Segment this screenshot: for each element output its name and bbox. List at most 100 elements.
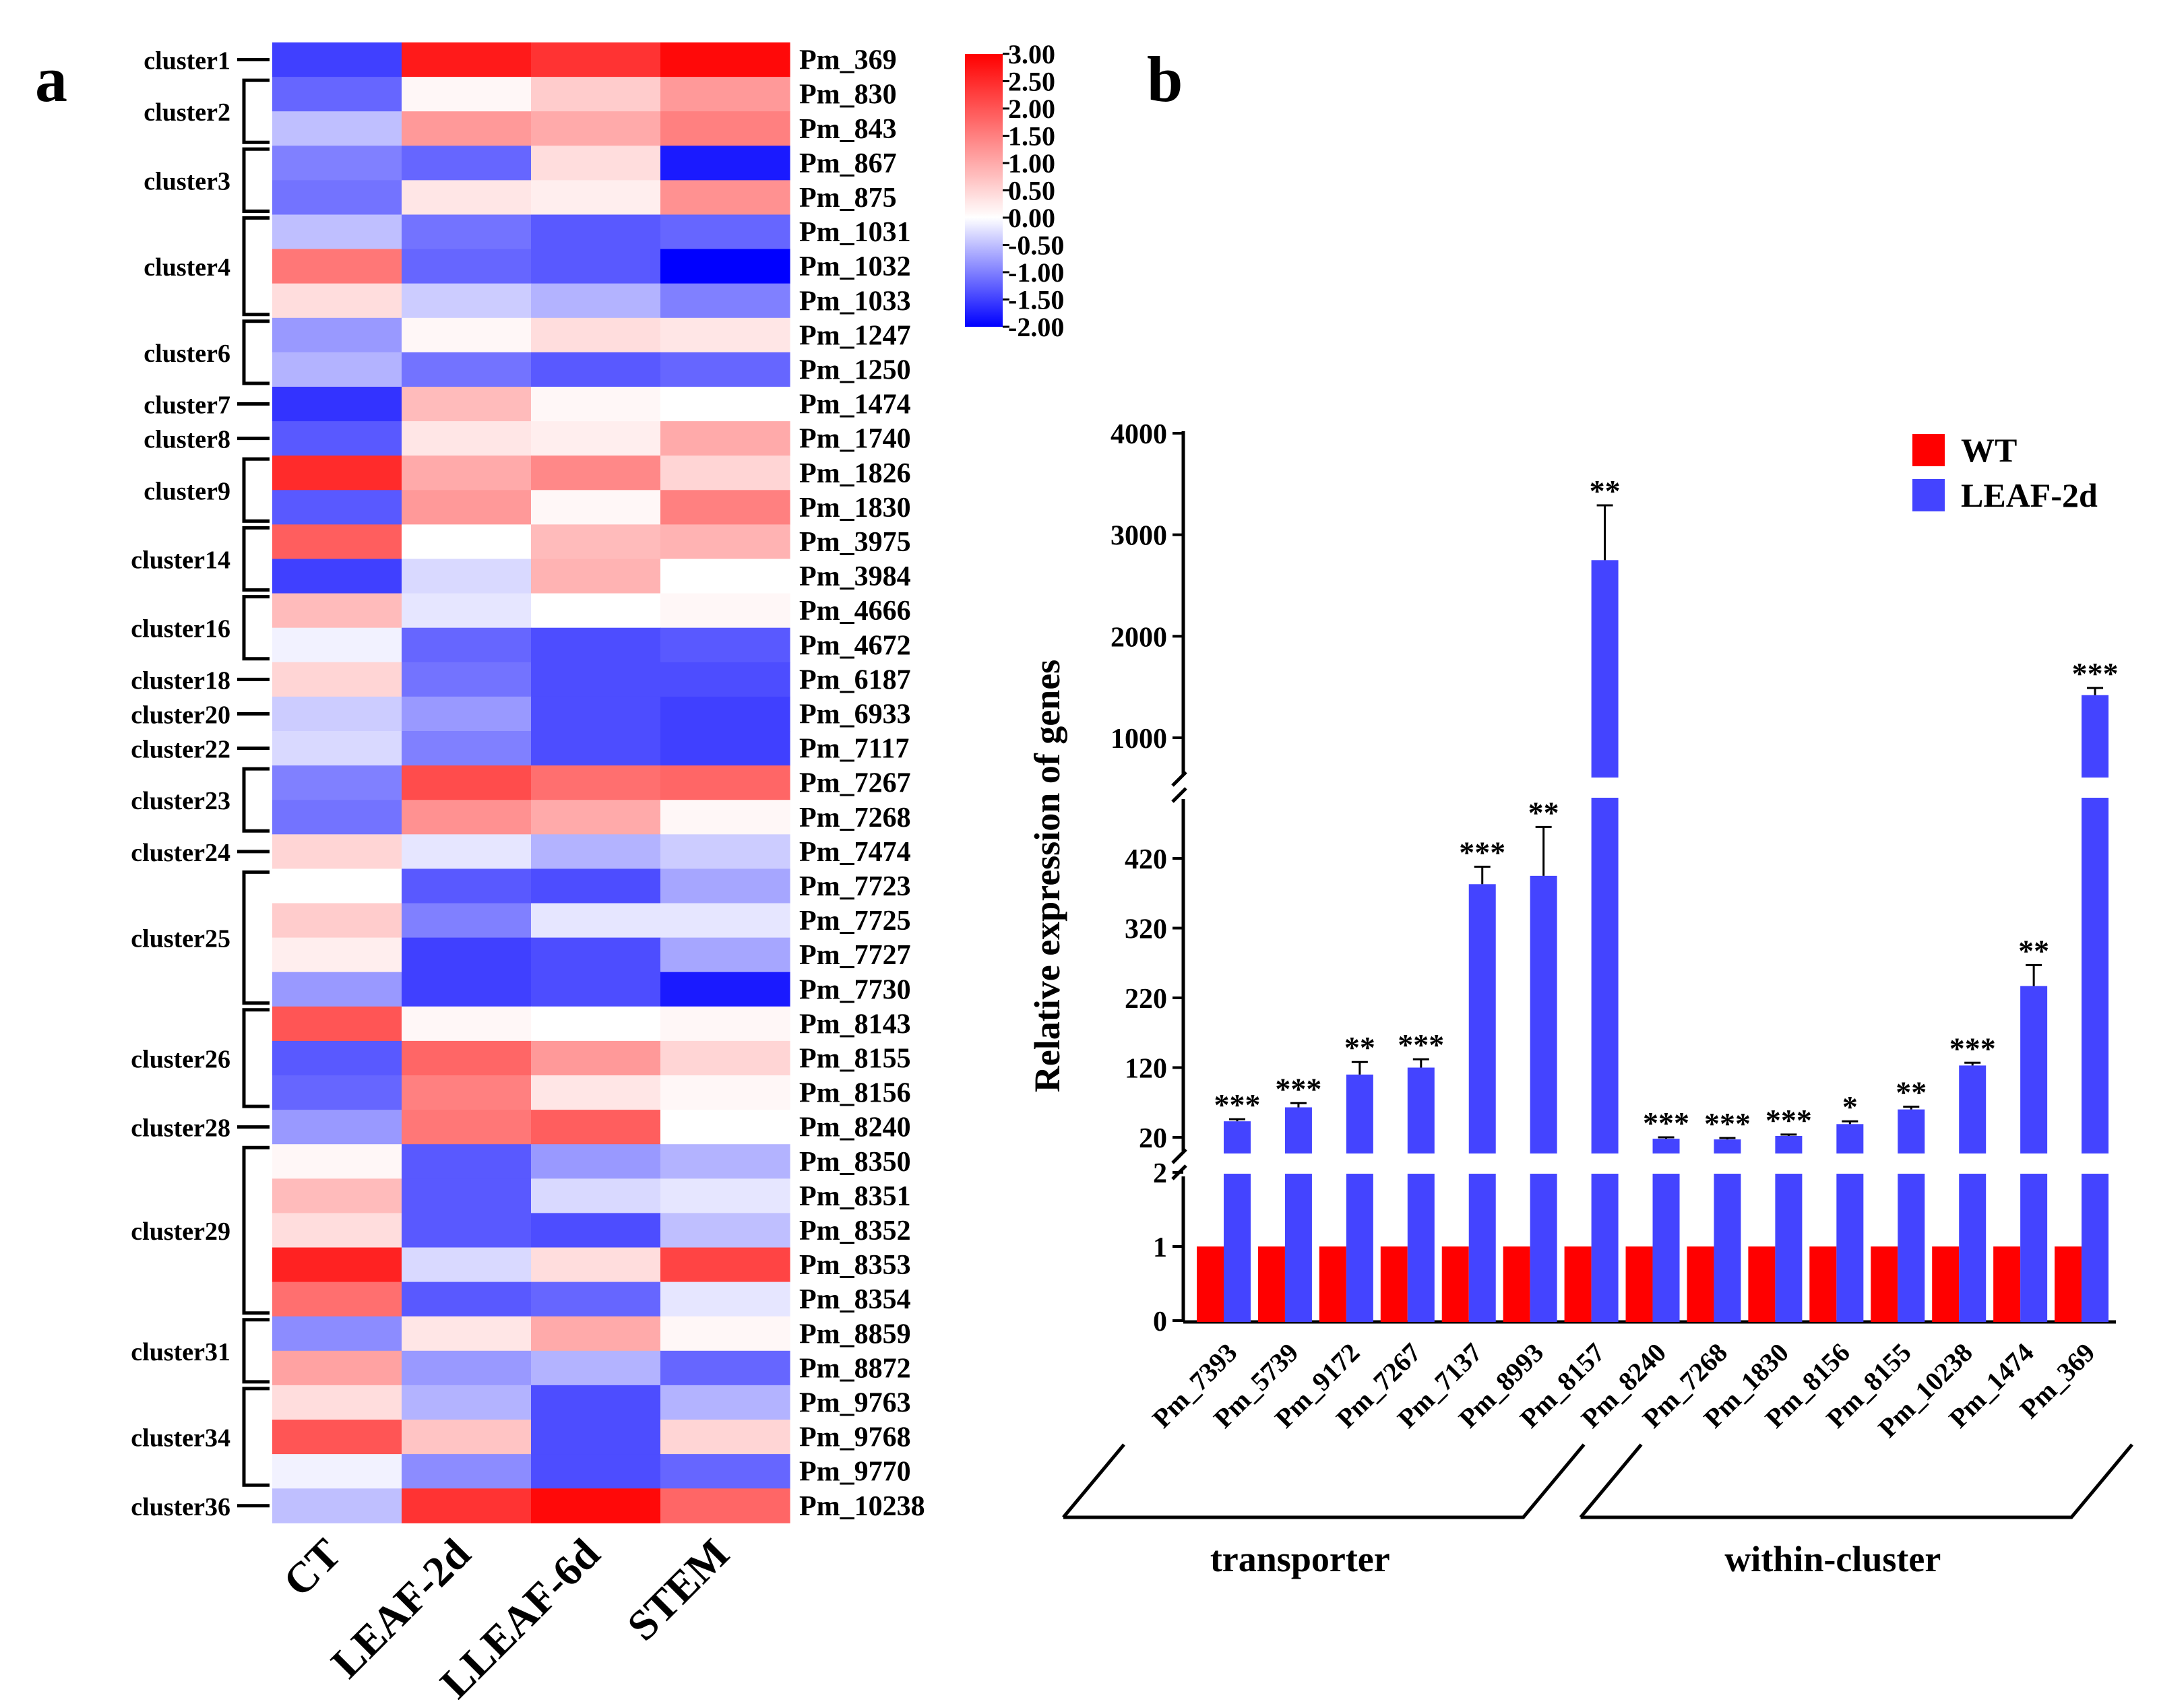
- heatmap-cell: [531, 249, 661, 284]
- heatmap-cell: [660, 524, 790, 560]
- significance-label: **: [1590, 474, 1621, 508]
- heatmap-row-label: Pm_7267: [799, 768, 911, 799]
- heatmap-cell: [272, 180, 402, 216]
- heatmap-colorbar: 3.002.502.001.501.000.500.00-0.50-1.00-1…: [965, 39, 1064, 342]
- bar-wt: [1809, 1246, 1837, 1322]
- heatmap-cell: [402, 524, 532, 560]
- cluster-bracket: [242, 319, 270, 385]
- bar-wt: [1871, 1246, 1898, 1322]
- heatmap-cell: [660, 1075, 790, 1110]
- heatmap-cell: [272, 1110, 402, 1145]
- heatmap-cell: [402, 1488, 532, 1523]
- cluster-label: cluster20: [131, 701, 230, 729]
- heatmap-cell: [272, 1006, 402, 1042]
- heatmap-cell: [402, 387, 532, 422]
- heatmap-cell: [402, 662, 532, 697]
- group-bracket: [1579, 1443, 2133, 1519]
- colorbar-tick-label: -1.50: [1008, 285, 1064, 315]
- heatmap-cell: [272, 214, 402, 250]
- heatmap-panel: Pm_369Pm_830Pm_843Pm_867Pm_875Pm_1031Pm_…: [131, 42, 925, 1707]
- y-tick-label: 3000: [1111, 521, 1167, 552]
- heatmap-cell: [660, 490, 790, 525]
- significance-label: *: [1842, 1089, 1858, 1124]
- heatmap-cell: [402, 696, 532, 732]
- heatmap-cell: [272, 1213, 402, 1248]
- heatmap-cell: [660, 593, 790, 629]
- heatmap-row-label: Pm_830: [799, 80, 897, 110]
- bar-leaf-2d: [1284, 1107, 1312, 1322]
- heatmap-row-label: Pm_8155: [799, 1043, 911, 1074]
- colorbar-tick-label: -1.00: [1008, 257, 1064, 288]
- bar-wt: [1993, 1246, 2021, 1322]
- heatmap-cell: [660, 1213, 790, 1248]
- heatmap-cell: [272, 627, 402, 663]
- heatmap-cell: [402, 903, 532, 939]
- significance-label: ***: [1398, 1027, 1444, 1062]
- heatmap-cell: [660, 1488, 790, 1523]
- heatmap-row-label: Pm_6187: [799, 664, 911, 695]
- bar-leaf-2d: [1591, 560, 1619, 1323]
- heatmap-cell: [272, 1454, 402, 1489]
- heatmap-cell: [402, 1247, 532, 1283]
- heatmap-cell: [531, 662, 661, 697]
- heatmap-cell: [531, 1213, 661, 1248]
- bar-leaf-2d: [2082, 695, 2109, 1322]
- heatmap-cell: [660, 731, 790, 766]
- heatmap-cell: [531, 731, 661, 766]
- significance-label: ***: [1949, 1031, 1996, 1065]
- heatmap-cell: [660, 387, 790, 422]
- heatmap-row-label: Pm_9763: [799, 1387, 911, 1418]
- heatmap-cell: [660, 834, 790, 869]
- heatmap-cell: [531, 387, 661, 422]
- heatmap-cell: [402, 421, 532, 456]
- heatmap-row-label: Pm_875: [799, 183, 897, 214]
- heatmap-cell: [531, 765, 661, 800]
- heatmap-cell: [402, 352, 532, 387]
- heatmap-cell: [531, 421, 661, 456]
- y-tick-label: 0: [1153, 1306, 1167, 1337]
- heatmap-cell: [660, 352, 790, 387]
- axis-break-band: [1187, 1153, 2120, 1174]
- significance-label: ***: [1704, 1106, 1751, 1141]
- heatmap-cell: [402, 1075, 532, 1110]
- axis-break-mark: [1171, 1148, 1187, 1164]
- heatmap-cell: [402, 834, 532, 869]
- bar-wt: [1197, 1246, 1224, 1322]
- heatmap-cell: [660, 903, 790, 939]
- heatmap-cell: [272, 937, 402, 973]
- cluster-label: cluster18: [131, 666, 230, 695]
- heatmap-row-label: Pm_8143: [799, 1009, 911, 1040]
- heatmap-cell: [660, 146, 790, 181]
- heatmap-row-label: Pm_843: [799, 114, 897, 145]
- heatmap-cell: [531, 627, 661, 663]
- heatmap-cell: [272, 868, 402, 904]
- heatmap-cell: [272, 696, 402, 732]
- y-tick-label: 1000: [1111, 724, 1167, 755]
- heatmap-row-label: Pm_4666: [799, 596, 911, 627]
- cluster-bracket: [242, 1145, 270, 1315]
- panel-label-a: a: [35, 43, 67, 115]
- heatmap-row-label: Pm_1830: [799, 493, 911, 524]
- cluster-label: cluster24: [131, 839, 230, 867]
- significance-label: ***: [1275, 1071, 1321, 1106]
- heatmap-cell: [660, 1006, 790, 1042]
- heatmap-cell: [660, 1350, 790, 1386]
- heatmap-cell: [660, 662, 790, 697]
- heatmap-cell: [402, 1385, 532, 1420]
- heatmap-cell: [402, 765, 532, 800]
- heatmap-row-label: Pm_8353: [799, 1250, 911, 1281]
- colorbar-tick-label: 2.50: [1008, 67, 1055, 97]
- heatmap-cell: [531, 1420, 661, 1455]
- heatmap-cell: [272, 387, 402, 422]
- bar-chart-panel: 012201202203204201000200030004000Relativ…: [1027, 419, 2133, 1579]
- heatmap-cell: [272, 972, 402, 1007]
- heatmap-cell: [272, 111, 402, 146]
- heatmap-row-label: Pm_1033: [799, 286, 911, 317]
- heatmap-row-label: Pm_7725: [799, 906, 911, 937]
- heatmap-cell: [402, 972, 532, 1007]
- heatmap-cell: [660, 42, 790, 77]
- cluster-label: cluster9: [144, 477, 230, 505]
- y-tick-label: 420: [1125, 844, 1167, 875]
- cluster-bracket: [242, 526, 270, 592]
